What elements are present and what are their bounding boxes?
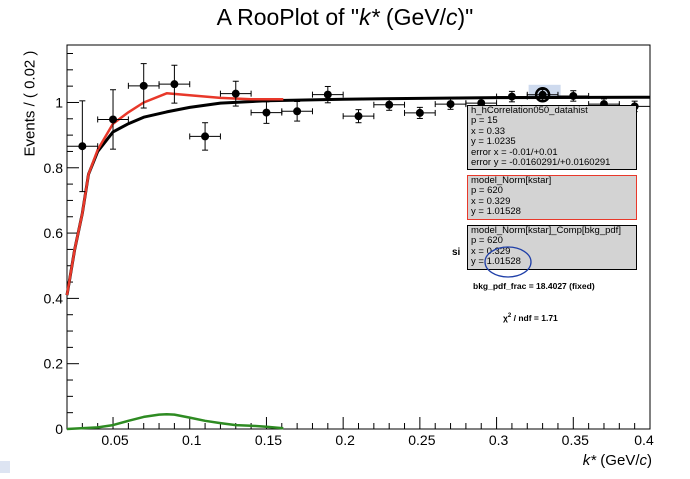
data-marker bbox=[415, 108, 424, 117]
stat-line: error x = -0.01/+0.01 bbox=[471, 146, 558, 158]
data-marker bbox=[231, 89, 240, 98]
y-tick-label: 0.4 bbox=[44, 290, 64, 306]
data-marker bbox=[385, 100, 394, 109]
y-tick-label: 0.8 bbox=[44, 160, 64, 176]
data-point bbox=[434, 98, 467, 110]
stat-box-model[interactable]: model_Norm[kstar] p = 620 x = 0.329 y = … bbox=[467, 175, 637, 220]
y-tick-label: 1 bbox=[55, 94, 63, 110]
chi2-symbol: χ bbox=[503, 313, 508, 323]
title-var: c bbox=[446, 4, 458, 30]
title-text: A RooPlot of " bbox=[216, 4, 360, 30]
stat-line: model_Norm[kstar] bbox=[471, 175, 552, 186]
x-tick-label: 0.35 bbox=[562, 432, 589, 448]
partially-hidden-text: si bbox=[452, 247, 461, 258]
stat-line: error y = -0.0160291/+0.0160291 bbox=[471, 157, 611, 169]
data-point bbox=[189, 122, 221, 151]
data-point bbox=[496, 90, 528, 103]
data-marker bbox=[109, 115, 118, 124]
data-marker bbox=[354, 112, 363, 121]
data-marker bbox=[170, 80, 179, 89]
stat-line: x = 0.33 bbox=[471, 125, 506, 137]
stat-line: h_hCorrelation050_datahist bbox=[471, 105, 588, 116]
data-point bbox=[127, 63, 160, 109]
data-point bbox=[373, 98, 406, 111]
stat-line: p = 15 bbox=[471, 115, 498, 127]
data-point bbox=[311, 85, 344, 104]
data-point bbox=[66, 100, 99, 193]
selected-point-ring bbox=[534, 87, 551, 103]
data-marker bbox=[78, 142, 87, 151]
stat-line: x = 0.329 bbox=[471, 195, 511, 207]
title-text: (GeV/ bbox=[379, 4, 446, 30]
x-label-text: ) bbox=[647, 452, 652, 469]
chi2-value: / ndf = 1.71 bbox=[511, 313, 558, 323]
data-marker bbox=[293, 107, 302, 116]
x-label-var: k* bbox=[582, 452, 597, 469]
x-tick-label: 0.15 bbox=[255, 432, 282, 448]
data-marker bbox=[446, 100, 455, 109]
x-label-var: c bbox=[639, 452, 648, 469]
chi2-ndf: χ2 / ndf = 1.71 bbox=[503, 313, 558, 323]
data-point bbox=[342, 109, 375, 124]
y-tick-label: 0.2 bbox=[44, 356, 64, 372]
data-point bbox=[250, 101, 283, 124]
stat-box-datahist[interactable]: h_hCorrelation050_datahist p = 15 x = 0.… bbox=[467, 105, 637, 170]
chi2-sup: 2 bbox=[507, 313, 512, 320]
stat-line: p = 620 bbox=[471, 185, 503, 197]
plot-title: A RooPlot of "k* (GeV/c)" bbox=[0, 4, 690, 31]
title-text: )" bbox=[457, 4, 474, 30]
x-tick-label: 0.05 bbox=[101, 432, 128, 448]
y-tick-label: 0 bbox=[55, 421, 63, 437]
data-point bbox=[97, 89, 129, 150]
model-curve bbox=[65, 92, 284, 296]
stat-line: y = 1.0235 bbox=[471, 136, 516, 148]
x-tick-label: 0.1 bbox=[182, 432, 202, 448]
bkg-frac-param: bkg_pdf_frac = 18.4027 (fixed) bbox=[473, 281, 595, 291]
data-marker bbox=[139, 81, 148, 90]
stat-line: model_Norm[kstar]_Comp[bkg_pdf] bbox=[471, 225, 621, 236]
data-point bbox=[404, 106, 436, 119]
stat-box-bkg-component[interactable]: model_Norm[kstar]_Comp[bkg_pdf] p = 620 … bbox=[467, 225, 637, 270]
data-marker bbox=[323, 90, 332, 99]
x-tick-label: 0.2 bbox=[335, 432, 355, 448]
data-marker bbox=[262, 108, 271, 117]
data-point bbox=[219, 80, 252, 107]
data-point bbox=[158, 64, 191, 104]
x-tick-label: 0.3 bbox=[489, 432, 509, 448]
x-label-text: (GeV/ bbox=[596, 452, 640, 469]
stat-line: y = 1.01528 bbox=[471, 206, 521, 218]
x-axis-label: k* (GeV/c) bbox=[583, 452, 652, 469]
signal-curve bbox=[66, 413, 284, 431]
data-point bbox=[281, 100, 313, 122]
y-axis-label: Events / ( 0.02 ) bbox=[21, 50, 39, 157]
x-tick-label: 0.4 bbox=[634, 432, 654, 448]
data-marker bbox=[538, 90, 547, 99]
data-marker bbox=[507, 92, 516, 101]
stat-line: p = 620 bbox=[471, 235, 503, 247]
x-tick-label: 0.25 bbox=[408, 432, 435, 448]
stat-line: y = 1.01528 bbox=[471, 256, 521, 268]
selection-marker bbox=[0, 461, 10, 473]
data-marker bbox=[201, 132, 210, 141]
title-var: k* bbox=[359, 4, 380, 30]
data-point bbox=[526, 87, 559, 103]
y-tick-label: 0.6 bbox=[44, 225, 64, 241]
data-point bbox=[557, 90, 590, 102]
data-marker bbox=[569, 91, 578, 100]
